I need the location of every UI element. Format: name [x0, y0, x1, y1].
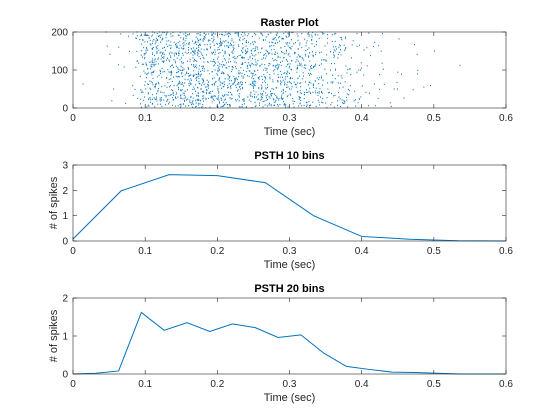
x-tick-label: 0.2 — [210, 379, 224, 390]
panel-2: 0 0.1 0.2 0.3 0.4 0.5 0.6 0 1 2 3 PSTH 10 bins Time … — [48, 150, 513, 271]
x-tick-label: 0.1 — [138, 379, 152, 390]
x-tick-label: 0.6 — [499, 113, 513, 124]
y-tick-label: 200 — [51, 28, 68, 39]
x-tick-label: 0.4 — [355, 246, 369, 257]
x-axis-label: Time (sec) — [264, 259, 316, 271]
y-tick-label: 0 — [62, 237, 68, 248]
y-tick-label: 1 — [62, 332, 68, 343]
y-tick-label: 0 — [62, 370, 68, 381]
y-tick-label: 100 — [51, 66, 68, 77]
chart-title: Raster Plot — [260, 17, 318, 29]
x-tick-label: 0.4 — [355, 113, 369, 124]
x-tick-label: 0.3 — [283, 246, 297, 257]
y-tick-label: 1 — [62, 211, 68, 222]
chart-title: PSTH 10 bins — [254, 150, 324, 162]
x-tick-label: 0 — [70, 379, 76, 390]
x-tick-label: 0.5 — [427, 379, 441, 390]
x-axis-label: Time (sec) — [264, 392, 316, 404]
y-tick-label: 3 — [62, 161, 68, 172]
x-tick-label: 0.3 — [283, 113, 297, 124]
x-tick-label: 0.6 — [499, 246, 513, 257]
x-tick-label: 0.1 — [138, 113, 152, 124]
panel-1: 0 0.1 0.2 0.3 0.4 0.5 0.6 0 100 200 Raster Plot Tim… — [51, 17, 513, 138]
psth-line — [72, 311, 506, 375]
panel-3: 0 0.1 0.2 0.3 0.4 0.5 0.6 0 1 2 PSTH 20 bins Time (… — [48, 283, 513, 404]
y-tick-label: 0 — [62, 104, 68, 115]
x-tick-label: 0 — [70, 113, 76, 124]
x-tick-label: 0.5 — [427, 113, 441, 124]
x-tick-label: 0.2 — [210, 113, 224, 124]
x-tick-label: 0.2 — [210, 246, 224, 257]
raster-spikes — [82, 31, 461, 109]
psth-line — [72, 174, 507, 242]
x-tick-label: 0.1 — [138, 246, 152, 257]
axes-box — [72, 164, 507, 242]
x-axis-label: Time (sec) — [264, 126, 316, 138]
x-tick-label: 0 — [70, 246, 76, 257]
x-tick-label: 0.6 — [499, 379, 513, 390]
y-tick-label: 2 — [62, 294, 68, 305]
x-tick-label: 0.5 — [427, 246, 441, 257]
y-axis-label: # of spikes — [48, 309, 60, 362]
chart-title: PSTH 20 bins — [254, 283, 324, 295]
y-tick-label: 2 — [62, 186, 68, 197]
y-axis-label: # of spikes — [48, 176, 60, 229]
x-tick-label: 0.3 — [283, 379, 297, 390]
x-tick-label: 0.4 — [355, 379, 369, 390]
